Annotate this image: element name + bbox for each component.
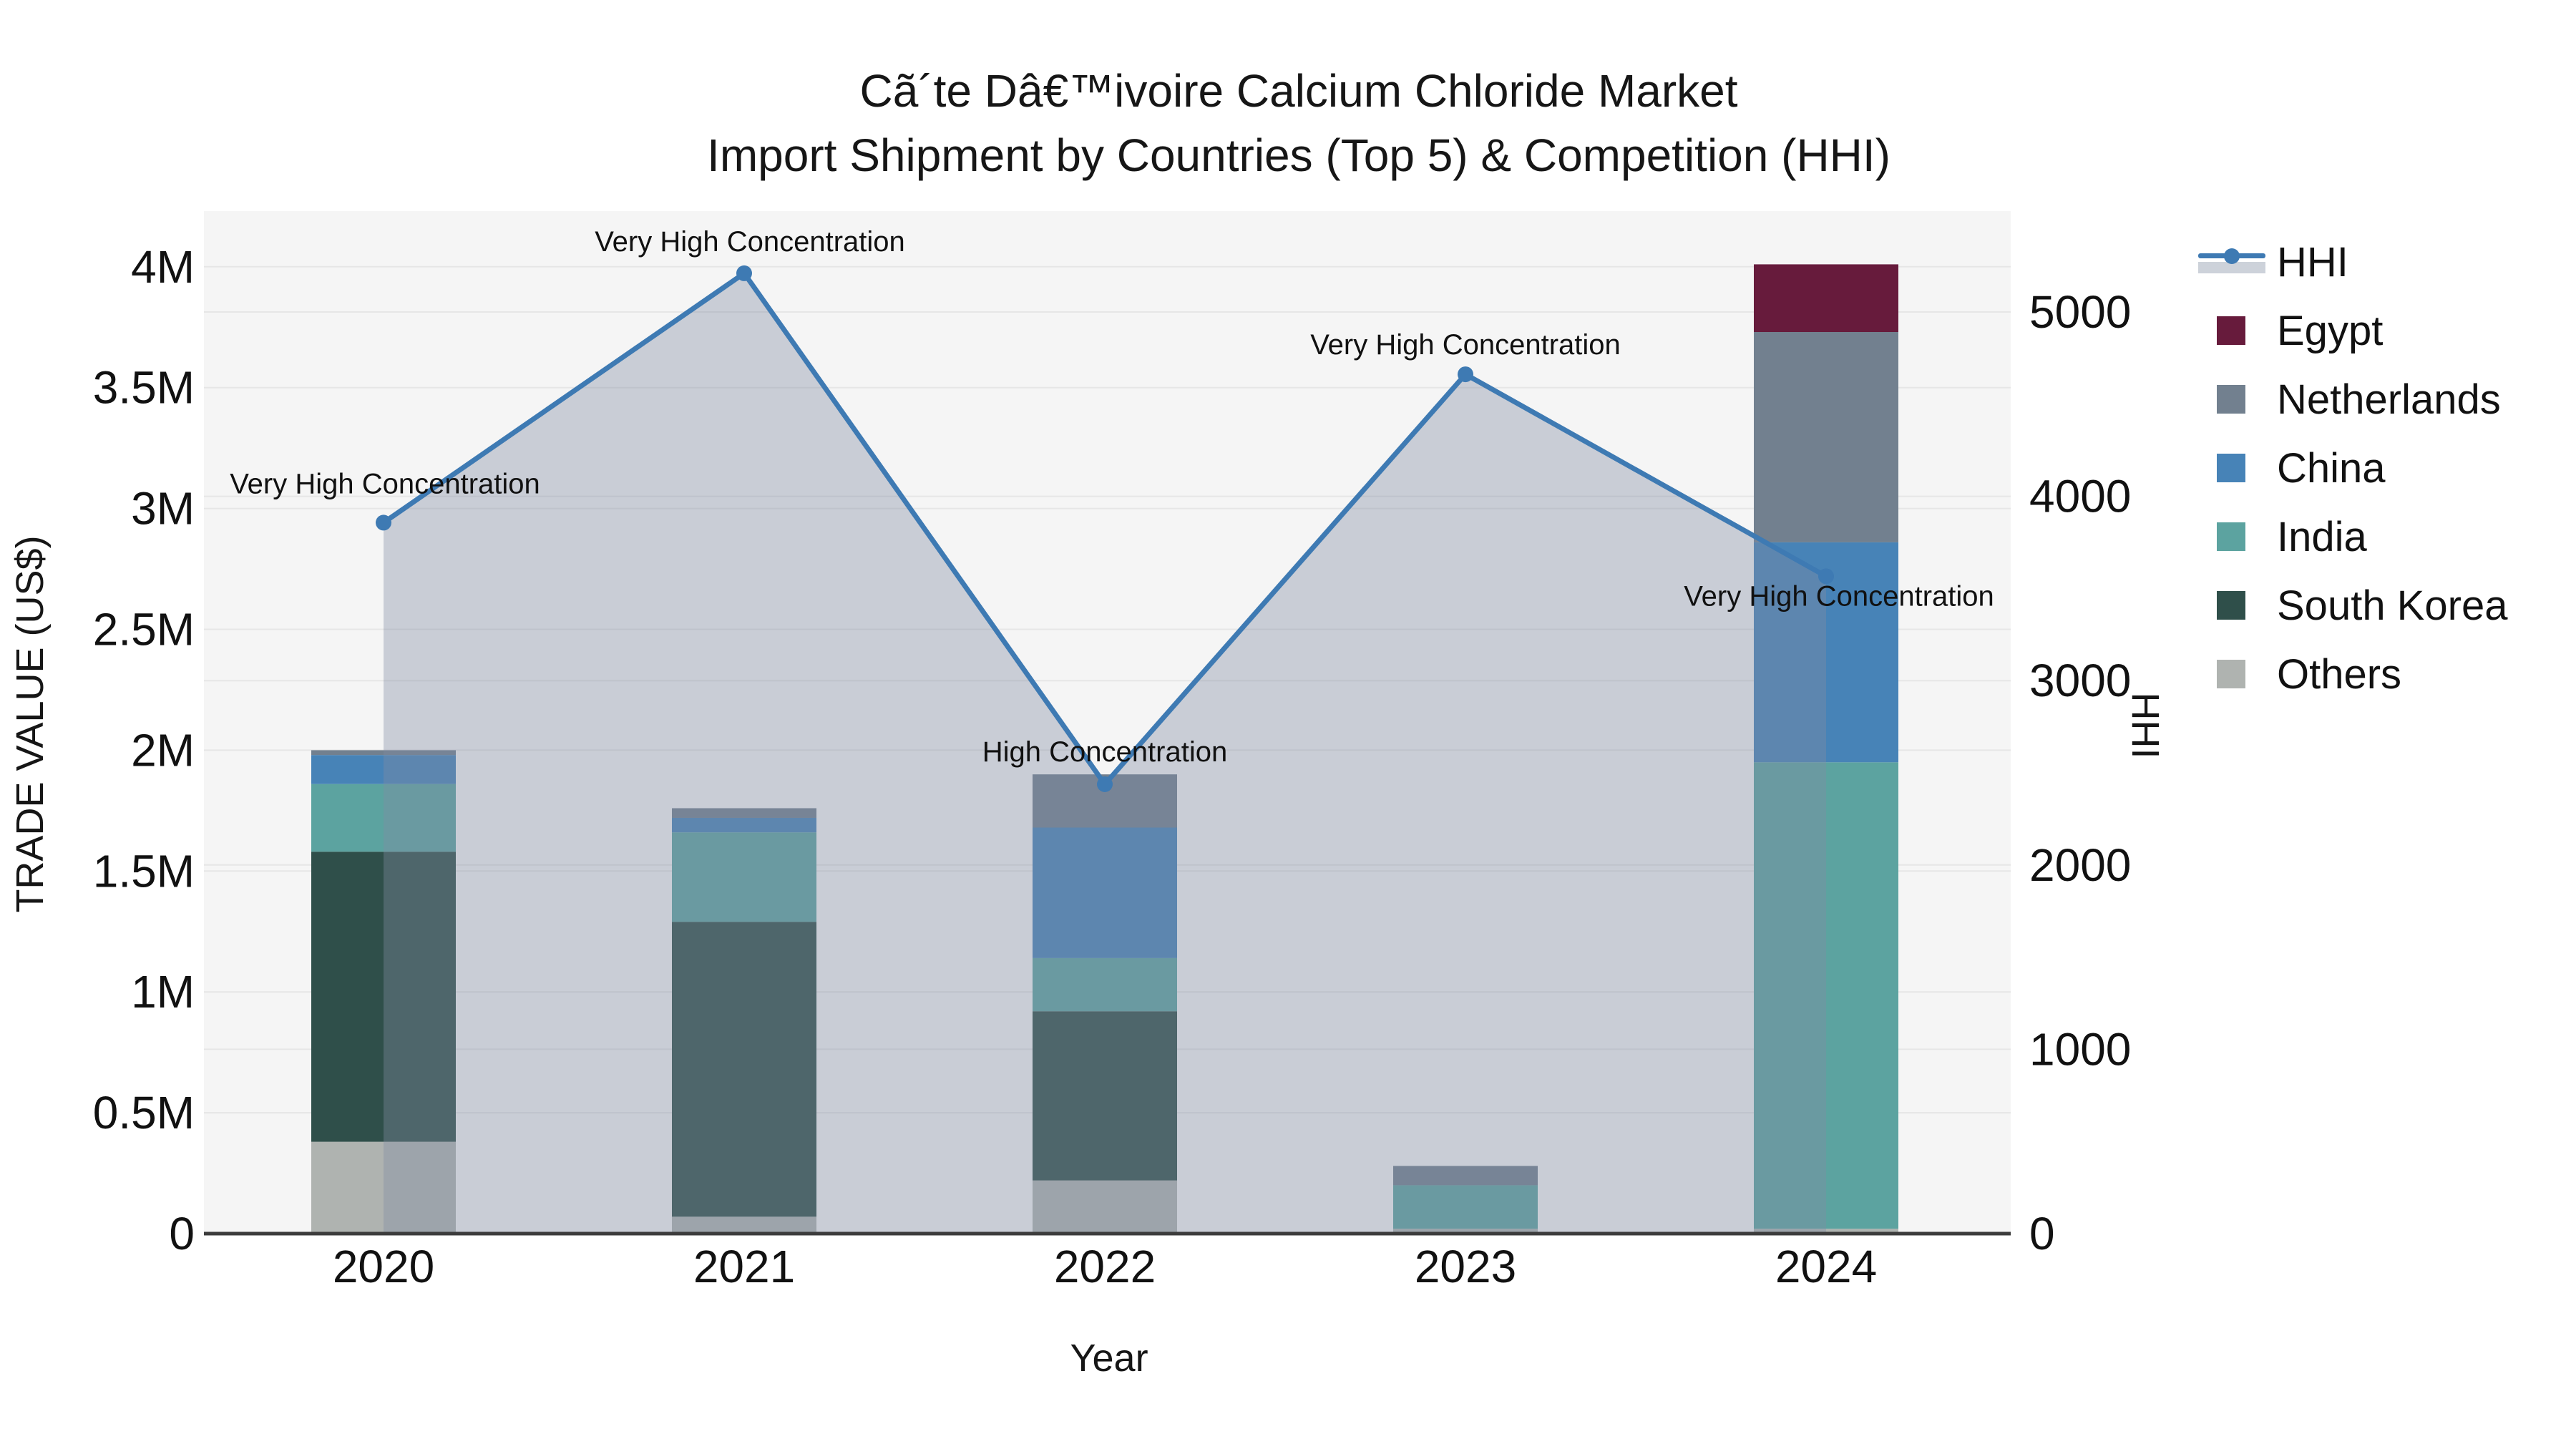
bar-segment-egypt: [1754, 264, 1898, 333]
legend-color-swatch: [2198, 522, 2277, 551]
y-left-tick-label: 0: [169, 1208, 195, 1259]
bar-segment-india: [1033, 957, 1177, 1012]
hhi-marker: [736, 265, 752, 281]
x-tick-label: 2022: [1054, 1241, 1156, 1292]
y-right-tick-label: 4000: [2029, 471, 2131, 522]
legend-item-india: India: [2198, 501, 2367, 572]
y-right-tick-label: 5000: [2029, 286, 2131, 338]
legend-item-hhi: HHI: [2198, 226, 2348, 298]
y-right-tick-label: 1000: [2029, 1023, 2131, 1075]
legend-item-egypt: Egypt: [2198, 295, 2383, 366]
bar-segment-others: [1754, 1229, 1898, 1234]
color-swatch-icon: [2217, 385, 2245, 414]
bar-segment-china: [1033, 827, 1177, 958]
y-axis-title-left: TRADE VALUE (US$): [9, 535, 52, 913]
legend-item-china: China: [2198, 432, 2386, 504]
legend-label: China: [2277, 444, 2386, 492]
legend-item-south-korea: South Korea: [2198, 570, 2507, 641]
legend-color-swatch: [2198, 660, 2277, 688]
bar-segment-others: [672, 1216, 816, 1234]
color-swatch-icon: [2217, 454, 2245, 482]
bar-segment-india: [1393, 1185, 1538, 1229]
bar-segment-netherlands: [672, 808, 816, 818]
legend-color-swatch: [2198, 316, 2277, 345]
y-right-tick-label: 2000: [2029, 839, 2131, 891]
x-tick-label: 2023: [1415, 1241, 1516, 1292]
hhi-annotation: Very High Concentration: [1310, 329, 1621, 361]
color-swatch-icon: [2217, 522, 2245, 551]
y-left-tick-label: 2.5M: [93, 604, 195, 655]
bar-segment-netherlands: [1393, 1166, 1538, 1186]
y-left-tick-label: 0.5M: [93, 1087, 195, 1138]
chart-title: Cã´te Dâ€™ivoire Calcium Chloride Market…: [707, 59, 1890, 187]
hhi-marker-swatch: [2224, 248, 2240, 264]
hhi-annotation: Very High Concentration: [230, 468, 540, 499]
legend-label: Others: [2277, 650, 2402, 698]
y-left-tick-label: 1M: [131, 966, 195, 1018]
y-right-tick-label: 3000: [2029, 655, 2131, 706]
legend-color-swatch: [2198, 454, 2277, 482]
color-swatch-icon: [2217, 591, 2245, 620]
hhi-marker: [1818, 568, 1834, 585]
legend-color-swatch: [2198, 591, 2277, 620]
bar-segment-china: [311, 755, 456, 784]
legend-color-swatch: [2198, 385, 2277, 414]
y-axis-title-right: HHI: [2124, 692, 2167, 759]
chart-title-line1: Cã´te Dâ€™ivoire Calcium Chloride Market: [859, 65, 1738, 117]
bar-segment-netherlands: [311, 750, 456, 756]
x-axis-title: Year: [1070, 1337, 1148, 1380]
bar-segment-india: [1754, 762, 1898, 1229]
x-tick-label: 2021: [693, 1241, 795, 1292]
legend-label: South Korea: [2277, 582, 2508, 629]
y-left-tick-label: 3.5M: [93, 362, 195, 414]
bar-segment-others: [1393, 1229, 1538, 1234]
hhi-marker: [376, 514, 391, 531]
bar-segment-india: [672, 832, 816, 922]
y-right-tick-label: 0: [2029, 1208, 2055, 1259]
legend-label: Netherlands: [2277, 376, 2501, 423]
legend-label: India: [2277, 513, 2367, 560]
bar-segment-south-korea: [1033, 1011, 1177, 1181]
legend-line-swatch: [2198, 248, 2277, 275]
legend-item-others: Others: [2198, 638, 2401, 710]
x-tick-label: 2024: [1775, 1241, 1877, 1292]
hhi-marker: [1097, 776, 1113, 792]
hhi-annotation: High Concentration: [982, 736, 1227, 768]
bar-segment-china: [672, 817, 816, 833]
hhi-annotation: Very High Concentration: [1684, 580, 1994, 612]
y-left-tick-label: 3M: [131, 483, 195, 535]
x-tick-label: 2020: [333, 1241, 434, 1292]
legend-label: HHI: [2277, 238, 2348, 286]
bar-segment-netherlands: [1754, 332, 1898, 542]
y-left-tick-label: 1.5M: [93, 845, 195, 897]
hhi-line-swatch-icon: [2198, 248, 2265, 275]
legend-label: Egypt: [2277, 307, 2384, 354]
y-left-tick-label: 4M: [131, 241, 195, 293]
hhi-marker: [1458, 366, 1473, 383]
bar-segment-india: [311, 784, 456, 852]
hhi-annotation: Very High Concentration: [595, 226, 905, 258]
bar-segment-others: [1033, 1180, 1177, 1234]
hhi-area-swatch: [2198, 262, 2265, 273]
bar-segment-south-korea: [672, 922, 816, 1217]
y-left-tick-label: 2M: [131, 724, 195, 776]
hhi-area-fill: [384, 273, 1826, 1234]
bar-segment-south-korea: [311, 852, 456, 1142]
color-swatch-icon: [2217, 316, 2245, 345]
bar-segment-others: [311, 1141, 456, 1234]
legend-item-netherlands: Netherlands: [2198, 364, 2501, 435]
color-swatch-icon: [2217, 660, 2245, 688]
chart-title-line2: Import Shipment by Countries (Top 5) & C…: [707, 130, 1890, 181]
